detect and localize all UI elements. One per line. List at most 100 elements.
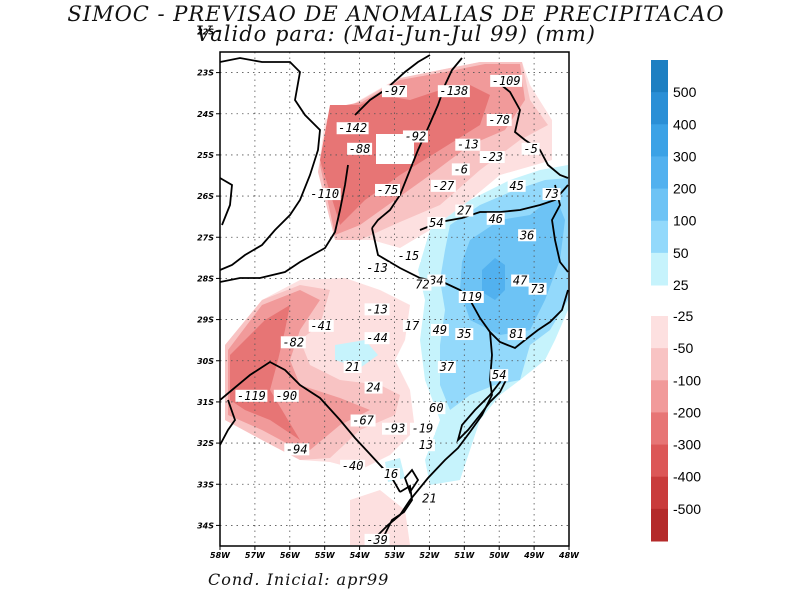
colorbar-negative: -25 -50 -100 -200 -300 -400 -500 [651, 308, 701, 542]
colorbar-swatch [651, 348, 668, 381]
x-tick-label: 57W [245, 551, 266, 560]
contour-label-bg [455, 328, 474, 341]
state-border-sc-rs [371, 227, 569, 350]
contour-label-bg [413, 278, 432, 291]
contour-label-text: 37 [439, 360, 455, 374]
contour-label-bg [511, 274, 530, 287]
uruguay-river [220, 399, 237, 446]
contour-label-bg [364, 381, 383, 394]
y-tick-label: 22S [197, 27, 214, 36]
negative-field-southeast-small [350, 490, 410, 545]
y-tick-label: 23S [197, 69, 214, 78]
contour-label: -88 [347, 142, 373, 156]
colorbar-label: 400 [673, 116, 697, 132]
contour-label-bg [402, 130, 428, 143]
colorbar-label: -300 [673, 437, 701, 453]
x-tick-label: 54W [350, 551, 371, 560]
colorbar-label: 100 [673, 213, 697, 229]
lagoa-dos-patos [456, 369, 507, 444]
coastline-sp-pr [494, 79, 569, 179]
colorbar-swatch [651, 412, 668, 446]
contour-label: 54 [427, 216, 446, 230]
contour-label-bg [382, 85, 407, 98]
contour-label: 24 [364, 381, 383, 395]
x-tick-label: 51W [454, 551, 475, 560]
colorbar-swatch [651, 252, 668, 286]
contour-label: -23 [479, 150, 505, 164]
contour-label-bg [542, 188, 561, 201]
contour-label: 47 [511, 274, 530, 288]
colorbar-label: -50 [673, 340, 693, 356]
contour-label: -110 [308, 187, 341, 201]
colorbar-swatch [651, 220, 668, 254]
contour-label-text: -5 [523, 142, 537, 156]
y-tick-label: 34S [197, 521, 214, 530]
contour-label-text: -13 [457, 138, 479, 152]
contour-label-text: -67 [352, 414, 374, 428]
contour-label-text: -15 [398, 249, 420, 263]
contour-label: -44 [364, 331, 390, 345]
contour-label-text: -97 [384, 84, 406, 98]
contour-label-text: 47 [513, 274, 528, 288]
contour-label: -90 [273, 389, 299, 403]
contour-label-text: -138 [439, 84, 468, 98]
contour-label: -13 [364, 302, 390, 316]
contour-label: -119 [235, 389, 268, 403]
contour-label-bg [343, 360, 362, 373]
contour-label-bg [382, 422, 407, 435]
colorbar-positive: 500 400 300 200 100 50 25 [651, 60, 697, 293]
contour-label-bg [308, 188, 341, 201]
contour-label: -82 [280, 335, 306, 349]
y-tick-label: 32S [197, 439, 214, 448]
contour-label: 45 [507, 179, 526, 193]
contour-label: 35 [455, 327, 474, 341]
contour-label-bg [340, 459, 366, 472]
contour-label-text: 24 [366, 381, 380, 395]
contour-label-bg [284, 443, 310, 456]
contour-label-bg [528, 282, 547, 295]
colorbar-label: -400 [673, 469, 701, 485]
x-tick-label: 52W [419, 551, 440, 560]
initial-condition-label: Cond. Inicial: apr99 [208, 570, 390, 589]
contour-label-text: 17 [405, 319, 420, 333]
contour-label: 21 [343, 360, 362, 374]
contour-label-text: -94 [286, 442, 308, 456]
contour-label-bg [427, 402, 446, 415]
contour-label-bg [490, 369, 509, 382]
mirim-lagoon [403, 468, 420, 494]
colorbar-swatch [651, 156, 668, 190]
contour-label-bg [486, 113, 512, 126]
contour-label: -92 [402, 129, 428, 143]
colorbar-label: -200 [673, 404, 701, 420]
parana-river-border [371, 57, 463, 229]
state-border-pr-sc [419, 184, 569, 231]
contour-label-bg [308, 319, 334, 332]
contour-label-text: -27 [433, 179, 455, 193]
contour-label-text: -13 [366, 261, 388, 275]
contour-label-text: 73 [544, 187, 558, 201]
colorbar-label: -100 [673, 372, 701, 388]
contour-label: 37 [437, 360, 456, 374]
contour-label: -97 [382, 84, 407, 98]
contour-label: -41 [308, 319, 334, 333]
colorbar-swatch [651, 444, 668, 478]
contour-label-text: -40 [342, 459, 364, 473]
contour-label-bg [350, 414, 376, 427]
contour-label-text: 16 [384, 467, 398, 481]
contour-label: 36 [518, 228, 537, 242]
contour-label: -78 [486, 113, 512, 127]
contour-label-bg [437, 360, 456, 373]
contour-label-bg [507, 179, 526, 192]
contour-label: 81 [507, 327, 526, 341]
colorbar-swatch [651, 124, 668, 157]
colorbar-swatch [651, 188, 668, 222]
state-border-pr-sp [354, 54, 431, 116]
contour-label-text: -119 [237, 389, 266, 403]
contour-label-bg [521, 142, 540, 155]
colorbar-label: 25 [673, 277, 689, 293]
contour-label: -15 [395, 249, 421, 263]
contour-label: 17 [402, 319, 421, 333]
contour-label-text: 54 [429, 216, 443, 230]
